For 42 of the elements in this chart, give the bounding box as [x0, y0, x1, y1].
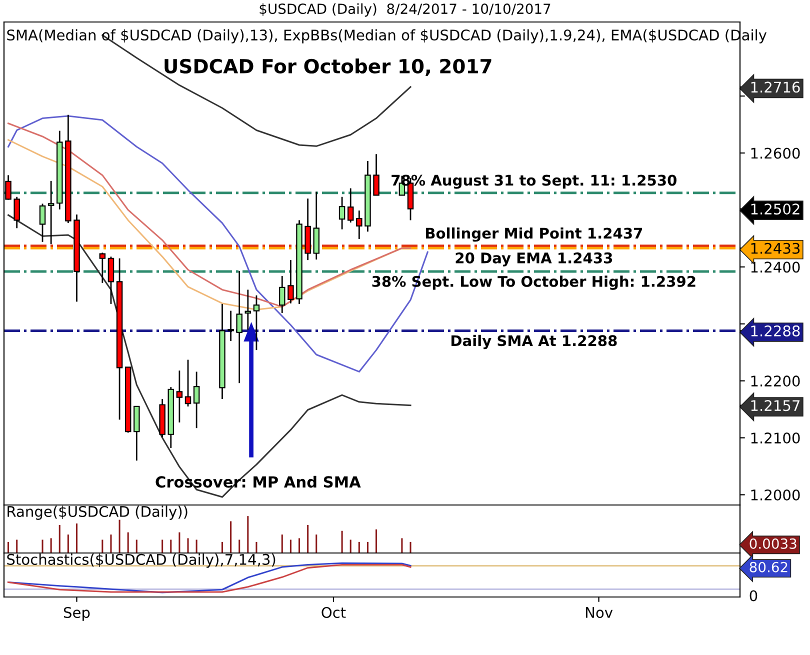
ref-line-label: Daily SMA At 1.2288: [452, 334, 617, 350]
y-tick-label: 1.2502: [751, 204, 800, 215]
y-tick-label: 1.2600: [751, 148, 800, 159]
candlestick: [338, 196, 346, 230]
candlestick: [14, 196, 20, 229]
candlestick: [253, 294, 260, 351]
chart-title: $USDCAD (Daily) 8/24/2017 - 10/10/2017: [260, 3, 550, 17]
y-tick-label: 1.2000: [751, 489, 800, 500]
text: 80.62: [750, 562, 788, 572]
candlestick: [48, 180, 54, 245]
text: USDCAD For October 10, 2017: [164, 58, 492, 76]
y-tick-label: 1.2200: [751, 376, 800, 387]
annotation: Stochastics($USDCAD (Daily),7,14,3): [7, 554, 276, 568]
text: 0: [750, 590, 758, 602]
line-series: [8, 214, 412, 498]
annotation: Range($USDCAD (Daily)): [8, 506, 188, 520]
x-tick-label: Nov: [586, 607, 613, 618]
candlestick: [244, 289, 252, 330]
candlestick: [39, 203, 46, 243]
candlestick: [373, 153, 380, 196]
candlestick: [347, 188, 354, 224]
y-tick-label: 1.2100: [751, 432, 800, 444]
candlestick: [193, 371, 200, 429]
candlestick: [176, 370, 183, 424]
y-tick-label: 1.2716: [751, 82, 800, 93]
x-tick-label: Oct: [322, 606, 346, 618]
candlestick: [288, 259, 294, 304]
candlestick: [184, 359, 192, 408]
y-tick-label: 1.2433: [751, 242, 800, 254]
y-tick-label: 1.2157: [751, 400, 800, 412]
text: 0.0033: [750, 538, 796, 549]
candlestick: [108, 256, 114, 305]
ref-line-label: Bollinger Mid Point 1.2437: [426, 227, 642, 242]
ref-line-label: 20 Day EMA 1.2433: [456, 252, 612, 266]
candlestick: [236, 270, 242, 384]
y-tick-label: 1.2400: [751, 262, 800, 273]
candlestick: [228, 310, 234, 342]
y-tick-label: 1.2288: [751, 325, 800, 336]
x-tick-label: Sep: [64, 606, 90, 621]
candlestick: [279, 275, 286, 314]
candlestick: [356, 210, 362, 240]
candlestick: [99, 252, 106, 284]
